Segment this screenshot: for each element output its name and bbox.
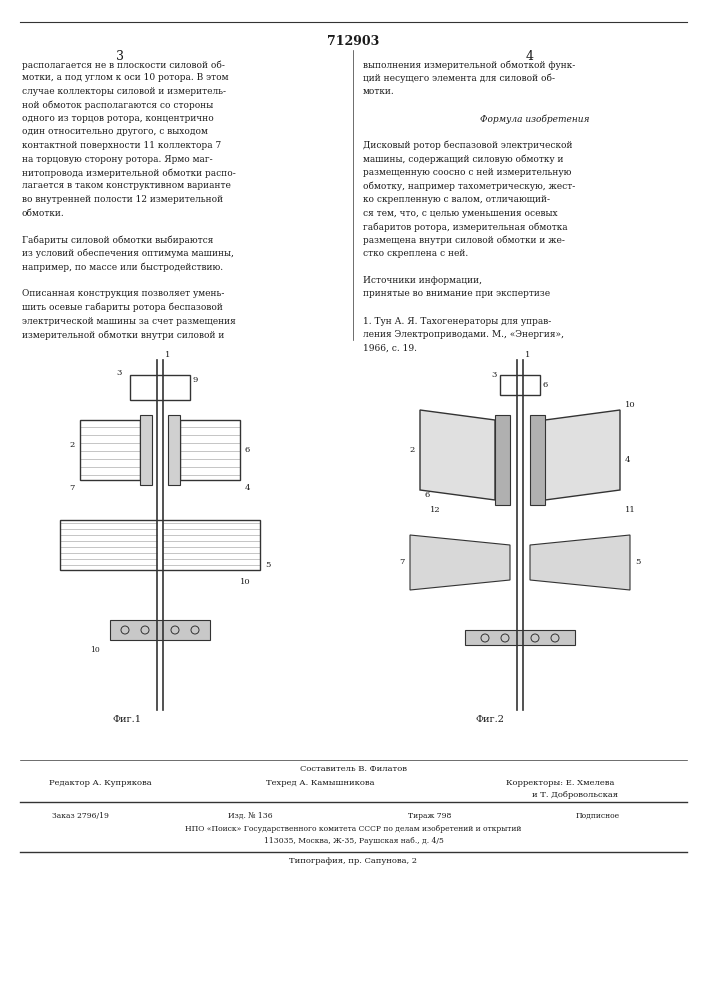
Text: 5: 5 [265, 561, 270, 569]
Text: Подписное: Подписное [576, 812, 620, 820]
Text: принятые во внимание при экспертизе: принятые во внимание при экспертизе [363, 290, 550, 298]
Text: 1: 1 [525, 351, 530, 359]
Text: например, по массе или быстродействию.: например, по массе или быстродействию. [22, 262, 223, 272]
Text: лагается в таком конструктивном варианте: лагается в таком конструктивном варианте [22, 182, 231, 190]
Text: размещена внутри силовой обмотки и же-: размещена внутри силовой обмотки и же- [363, 235, 565, 245]
Text: выполнения измерительной обмоткой функ-: выполнения измерительной обмоткой функ- [363, 60, 575, 70]
Text: 712903: 712903 [327, 35, 380, 48]
Text: Заказ 2796/19: Заказ 2796/19 [52, 812, 108, 820]
Text: 2: 2 [70, 441, 75, 449]
Text: машины, содержащий силовую обмотку и: машины, содержащий силовую обмотку и [363, 154, 563, 164]
Text: 2: 2 [410, 446, 415, 454]
Text: ся тем, что, с целью уменьшения осевых: ся тем, что, с целью уменьшения осевых [363, 209, 558, 218]
Text: Изд. № 136: Изд. № 136 [228, 812, 272, 820]
Text: 7: 7 [69, 484, 75, 492]
Text: ной обмоток располагаются со стороны: ной обмоток располагаются со стороны [22, 101, 214, 110]
Polygon shape [110, 620, 210, 640]
Text: 3: 3 [116, 50, 124, 63]
Text: нитопровода измерительной обмотки распо-: нитопровода измерительной обмотки распо- [22, 168, 235, 178]
Polygon shape [420, 410, 495, 500]
Polygon shape [465, 630, 575, 645]
Text: располагается не в плоскости силовой об-: располагается не в плоскости силовой об- [22, 60, 225, 70]
Polygon shape [410, 535, 510, 590]
Text: и Т. Добровольская: и Т. Добровольская [532, 791, 618, 799]
Text: 7: 7 [399, 558, 405, 566]
Text: 1. Тун А. Я. Тахогенераторы для управ-: 1. Тун А. Я. Тахогенераторы для управ- [363, 316, 551, 326]
Text: шить осевые габариты ротора беспазовой: шить осевые габариты ротора беспазовой [22, 303, 223, 312]
Text: Описанная конструкция позволяет умень-: Описанная конструкция позволяет умень- [22, 290, 224, 298]
Text: мотки, а под углом к оси 10 ротора. В этом: мотки, а под углом к оси 10 ротора. В эт… [22, 74, 228, 83]
Text: измерительной обмотки внутри силовой и: измерительной обмотки внутри силовой и [22, 330, 224, 340]
Text: 6: 6 [543, 381, 548, 389]
Polygon shape [168, 415, 180, 485]
Text: одного из торцов ротора, концентрично: одного из торцов ротора, концентрично [22, 114, 214, 123]
Text: 11: 11 [625, 506, 636, 514]
Text: Габариты силовой обмотки выбираются: Габариты силовой обмотки выбираются [22, 235, 214, 245]
Text: Фиг.1: Фиг.1 [112, 715, 141, 724]
Text: 10: 10 [90, 646, 100, 654]
Text: 3: 3 [117, 369, 122, 377]
Text: Редактор А. Купрякова: Редактор А. Купрякова [49, 779, 151, 787]
Polygon shape [495, 415, 510, 505]
Text: Дисковый ротор беспазовой электрической: Дисковый ротор беспазовой электрической [363, 141, 573, 150]
Text: Корректоры: Е. Хмелева: Корректоры: Е. Хмелева [506, 779, 614, 787]
Text: мотки.: мотки. [363, 87, 395, 96]
Text: 113035, Москва, Ж-35, Раушская наб., д. 4/5: 113035, Москва, Ж-35, Раушская наб., д. … [264, 837, 443, 845]
Text: Тираж 798: Тираж 798 [409, 812, 452, 820]
Text: Техред А. Камышникова: Техред А. Камышникова [266, 779, 374, 787]
Text: ций несущего элемента для силовой об-: ций несущего элемента для силовой об- [363, 74, 555, 83]
Text: 4: 4 [625, 456, 631, 464]
Text: обмотку, например тахометрическую, жест-: обмотку, например тахометрическую, жест- [363, 182, 575, 191]
Text: Фиг.2: Фиг.2 [476, 715, 505, 724]
Text: 5: 5 [635, 558, 641, 566]
Text: 4: 4 [526, 50, 534, 63]
Text: Типография, пр. Сапунова, 2: Типография, пр. Сапунова, 2 [289, 857, 418, 865]
Text: 6: 6 [425, 491, 431, 499]
Polygon shape [530, 535, 630, 590]
Text: ко скрепленную с валом, отличающий-: ко скрепленную с валом, отличающий- [363, 195, 550, 204]
Text: на торцовую сторону ротора. Ярмо маг-: на торцовую сторону ротора. Ярмо маг- [22, 154, 213, 163]
Text: электрической машины за счет размещения: электрической машины за счет размещения [22, 316, 235, 326]
Polygon shape [530, 415, 545, 505]
Text: размещенную соосно с ней измерительную: размещенную соосно с ней измерительную [363, 168, 571, 177]
Text: 1: 1 [165, 351, 170, 359]
Text: обмотки.: обмотки. [22, 209, 65, 218]
Text: 1966, с. 19.: 1966, с. 19. [363, 344, 417, 353]
Text: 12: 12 [430, 506, 440, 514]
Text: 3: 3 [491, 371, 497, 379]
Text: случае коллекторы силовой и измеритель-: случае коллекторы силовой и измеритель- [22, 87, 226, 96]
Text: 9: 9 [193, 376, 199, 384]
Text: один относительно другого, с выходом: один относительно другого, с выходом [22, 127, 208, 136]
Text: 4: 4 [245, 484, 250, 492]
Text: 6: 6 [245, 446, 250, 454]
Polygon shape [140, 415, 152, 485]
Text: контактной поверхности 11 коллектора 7: контактной поверхности 11 коллектора 7 [22, 141, 221, 150]
Text: ления Электроприводами. М., «Энергия»,: ления Электроприводами. М., «Энергия», [363, 330, 564, 339]
Text: из условий обеспечения оптимума машины,: из условий обеспечения оптимума машины, [22, 249, 234, 258]
Text: 10: 10 [625, 401, 636, 409]
Text: Составитель В. Филатов: Составитель В. Филатов [300, 765, 407, 773]
Text: Источники информации,: Источники информации, [363, 276, 482, 285]
Polygon shape [545, 410, 620, 500]
Text: 10: 10 [240, 578, 250, 586]
Text: НПО «Поиск» Государственного комитета СССР по делам изобретений и открытий: НПО «Поиск» Государственного комитета СС… [185, 825, 522, 833]
Text: габаритов ротора, измерительная обмотка: габаритов ротора, измерительная обмотка [363, 222, 568, 232]
Text: стко скреплена с ней.: стко скреплена с ней. [363, 249, 468, 258]
Text: Формула изобретения: Формула изобретения [480, 114, 590, 123]
Text: во внутренней полости 12 измерительной: во внутренней полости 12 измерительной [22, 195, 223, 204]
